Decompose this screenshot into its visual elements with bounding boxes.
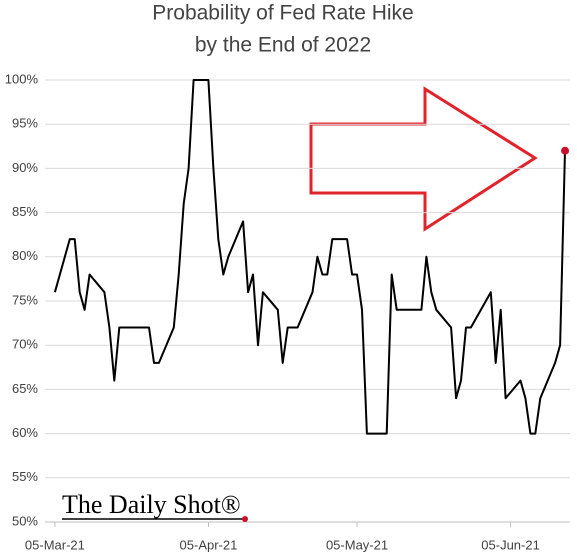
data-line (53, 79, 566, 435)
y-tick-label: 55% (12, 469, 38, 484)
chart-subtitle: by the End of 2022 (195, 34, 371, 57)
x-tick-label: 05-Mar-21 (25, 537, 85, 552)
y-tick-label: 90% (12, 160, 38, 175)
y-tick-label: 85% (12, 204, 38, 219)
chart-title: Probability of Fed Rate Hike (152, 2, 413, 25)
y-tick-label: 50% (12, 513, 38, 528)
y-tick-label: 100% (5, 71, 39, 86)
last-point (561, 146, 570, 155)
arrow-annotation (309, 86, 538, 232)
y-tick-label: 60% (12, 425, 38, 440)
x-tick-label: 05-May-21 (326, 537, 388, 552)
y-tick-label: 80% (12, 248, 38, 263)
x-tick-label: 05-Apr-21 (180, 537, 238, 552)
y-tick-label: 75% (12, 292, 38, 307)
y-tick-label: 70% (12, 337, 38, 352)
brand-logo: The Daily Shot® (62, 490, 241, 519)
y-tick-label: 95% (12, 116, 38, 131)
x-tick-label: 05-Jun-21 (481, 537, 540, 552)
plot-area: 50% 55% 60% 65% 70% 75% 80% 85% 90% 95% 100% 05-Mar… (5, 71, 570, 552)
brand-dot (242, 516, 248, 522)
y-tick-label: 65% (12, 381, 38, 396)
